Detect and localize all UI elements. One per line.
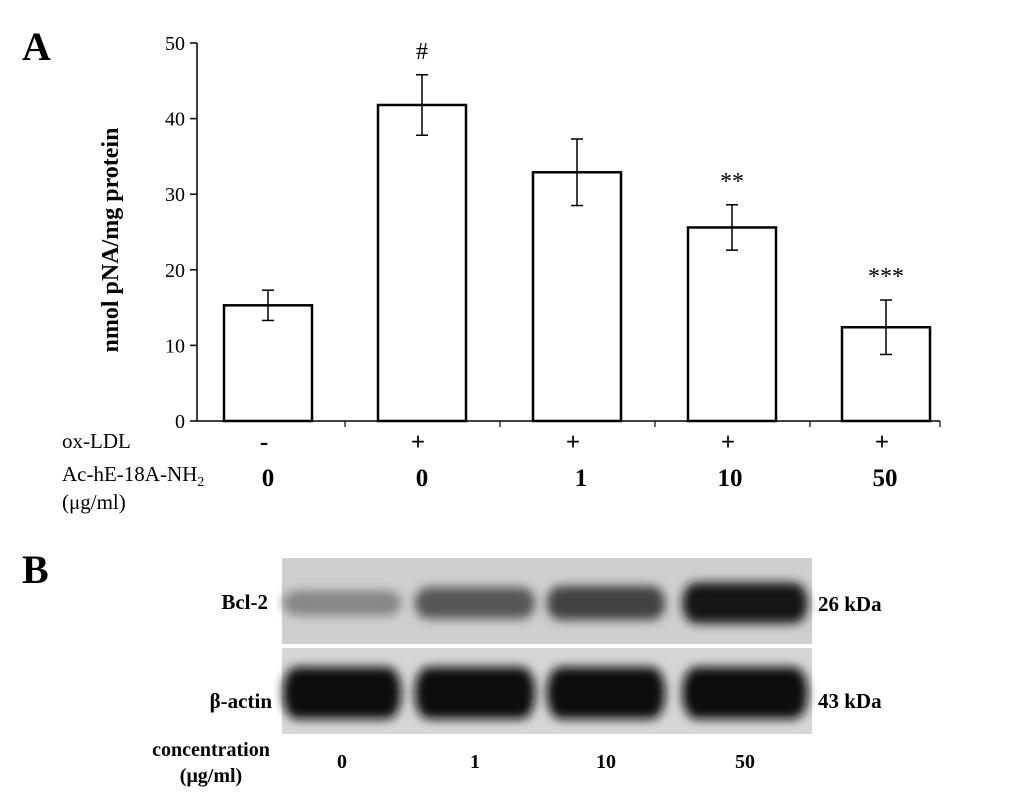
peptide-subscript: 2 — [197, 475, 204, 490]
significance-marker: ** — [720, 169, 744, 195]
significance-markers: #***** — [416, 39, 904, 290]
y-tick-label: 30 — [165, 184, 185, 206]
bcl2-label: Bcl-2 — [221, 590, 268, 614]
y-tick-label: 20 — [165, 260, 185, 282]
y-tick-label: 10 — [165, 335, 185, 357]
western-blot: Bcl-2 26 kDa β-actin 43 kDa concentratio… — [152, 558, 882, 787]
peptide-label: Ac-hE-18A-NH2 — [62, 462, 204, 490]
peptide-value: 0 — [416, 465, 429, 492]
ox-ldl-label: ox-LDL — [62, 429, 131, 453]
peptide-value: 50 — [873, 465, 898, 492]
ox-ldl-value: + — [875, 429, 889, 456]
blot-band — [682, 582, 808, 624]
bar — [222, 304, 314, 423]
lane-label: 1 — [470, 751, 480, 773]
peptide-value: 0 — [262, 465, 275, 492]
lane-label: 50 — [735, 751, 755, 773]
conc-label-line1: concentration — [152, 739, 270, 761]
y-tick-label: 50 — [165, 33, 185, 55]
y-tick-label: 0 — [175, 411, 185, 433]
significance-marker: # — [416, 39, 428, 65]
ox-ldl-value: + — [566, 429, 580, 456]
bar — [531, 171, 623, 423]
ox-ldl-value: - — [260, 429, 268, 456]
ox-ldl-values: - + + + + — [260, 429, 889, 456]
panel-b-label: B — [22, 547, 49, 592]
y-axis-label: nmol pNA/mg protein — [98, 128, 124, 353]
blot-band — [283, 667, 401, 719]
actin-kda: 43 kDa — [818, 689, 882, 713]
blot-band — [547, 585, 665, 621]
peptide-values: 0 0 1 10 50 — [262, 465, 898, 492]
blot-bands — [283, 582, 808, 719]
peptide-value: 10 — [718, 465, 743, 492]
significance-marker: *** — [868, 264, 904, 290]
actin-label: β-actin — [210, 689, 273, 713]
x-ticks — [344, 421, 941, 427]
condition-table: ox-LDL Ac-hE-18A-NH2 (μg/ml) - + + + + 0 0 1 10… — [62, 429, 898, 514]
ox-ldl-value: + — [411, 429, 425, 456]
blot-band — [547, 667, 665, 719]
peptide-unit: (μg/ml) — [62, 490, 126, 514]
error-bars — [262, 74, 892, 356]
y-tick-label: 40 — [165, 109, 185, 131]
lane-labels: 0 1 10 50 — [337, 751, 755, 773]
lane-label: 10 — [596, 751, 616, 773]
panel-a-label: A — [22, 24, 51, 69]
bar — [686, 226, 778, 423]
peptide-value: 1 — [575, 465, 588, 492]
blot-band — [682, 667, 808, 719]
conc-label-line2: (μg/ml) — [180, 765, 242, 787]
lane-label: 0 — [337, 751, 347, 773]
bar — [376, 103, 468, 423]
blot-band — [415, 587, 535, 619]
bcl2-kda: 26 kDa — [818, 592, 882, 616]
peptide-name: Ac-hE-18A-NH — [62, 462, 197, 486]
y-ticks: 0 10 20 30 40 50 — [165, 33, 197, 433]
blot-band — [415, 667, 535, 719]
blot-band — [283, 590, 401, 616]
ox-ldl-value: + — [721, 429, 735, 456]
bars — [222, 103, 932, 423]
